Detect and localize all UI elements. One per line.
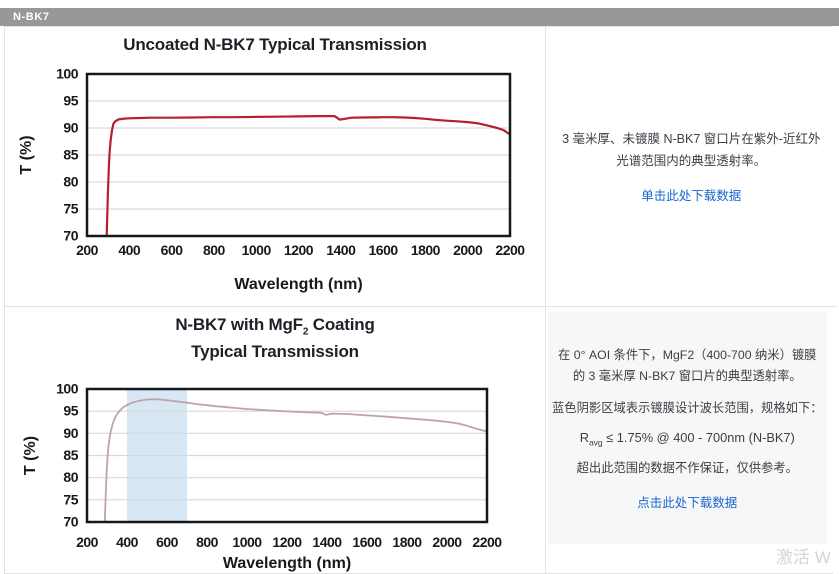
svg-text:1000: 1000 <box>232 534 262 550</box>
svg-text:95: 95 <box>63 403 78 419</box>
svg-text:T (%): T (%) <box>22 436 39 475</box>
coated-chart-title: N-BK7 with MgF2 Coating Typical Transmis… <box>5 315 545 362</box>
svg-text:1600: 1600 <box>352 534 382 550</box>
spec-subscript: avg <box>588 437 603 448</box>
svg-text:Wavelength (nm): Wavelength (nm) <box>234 276 362 293</box>
svg-text:75: 75 <box>63 201 78 217</box>
coated-title-line2: Typical Transmission <box>191 342 359 362</box>
svg-text:1200: 1200 <box>272 534 302 550</box>
svg-text:400: 400 <box>116 534 139 550</box>
svg-text:1400: 1400 <box>312 534 342 550</box>
uncoated-info-cell: 3 毫米厚、未镀膜 N-BK7 窗口片在紫外-近红外光谱范围内的典型透射率。 单… <box>546 27 837 307</box>
coated-disclaimer: 超出此范围的数据不作保证，仅供参考。 <box>576 461 798 476</box>
uncoated-chart-cell: Uncoated N-BK7 Typical Transmission 70 75… <box>5 27 546 307</box>
svg-text:1000: 1000 <box>242 242 272 258</box>
svg-text:95: 95 <box>63 93 78 109</box>
coated-shaded-note: 蓝色阴影区域表示镀膜设计波长范围，规格如下： <box>552 400 823 415</box>
uncoated-description: 3 毫米厚、未镀膜 N-BK7 窗口片在紫外-近红外光谱范围内的典型透射率。 <box>562 132 821 168</box>
svg-text:100: 100 <box>56 66 79 82</box>
uncoated-transmission-chart: 70 75 80 85 90 95 100 200 400 600 800 1000 1200 1400 1… <box>18 66 526 294</box>
svg-text:85: 85 <box>63 147 78 163</box>
svg-text:1600: 1600 <box>369 242 399 258</box>
coating-spec: Ravg ≤ 1.75% @ 400 - 700nm (N-BK7) <box>580 430 795 448</box>
svg-text:85: 85 <box>63 447 78 463</box>
coated-title-pre: N-BK7 with MgF <box>175 315 303 334</box>
svg-text:80: 80 <box>63 470 78 486</box>
svg-text:1400: 1400 <box>326 242 356 258</box>
coated-description: 在 0° AOI 条件下，MgF2（400-700 纳米）镀膜的 3 毫米厚 N… <box>558 347 817 383</box>
svg-text:1800: 1800 <box>392 534 422 550</box>
svg-text:2000: 2000 <box>453 242 483 258</box>
uncoated-chart-title: Uncoated N-BK7 Typical Transmission <box>123 35 427 54</box>
uncoated-download-link[interactable]: 单击此处下载数据 <box>641 188 742 203</box>
svg-text:1200: 1200 <box>284 242 314 258</box>
coated-title-post: Coating <box>308 315 375 334</box>
svg-text:800: 800 <box>203 242 226 258</box>
svg-text:100: 100 <box>56 381 79 397</box>
svg-text:90: 90 <box>63 120 78 136</box>
coated-chart-cell: N-BK7 with MgF2 Coating Typical Transmis… <box>5 307 546 573</box>
coated-info-box: 在 0° AOI 条件下，MgF2（400-700 纳米）镀膜的 3 毫米厚 N… <box>548 312 827 544</box>
svg-text:90: 90 <box>63 425 78 441</box>
svg-text:600: 600 <box>156 534 179 550</box>
coated-transmission-chart: 70 75 80 85 90 95 100 200 400 600 800 1000 1200 1400 1… <box>22 381 503 573</box>
svg-text:600: 600 <box>161 242 184 258</box>
material-tab-bar: N-BK7 <box>0 8 839 26</box>
svg-text:1800: 1800 <box>411 242 441 258</box>
content-table: Uncoated N-BK7 Typical Transmission 70 75… <box>4 26 837 574</box>
tab-nbk7[interactable]: N-BK7 <box>13 11 50 23</box>
coated-download-link[interactable]: 点击此处下载数据 <box>637 496 738 511</box>
svg-text:75: 75 <box>63 492 78 508</box>
svg-text:800: 800 <box>196 534 219 550</box>
coated-title-sub: 2 <box>302 326 309 338</box>
svg-text:80: 80 <box>63 174 78 190</box>
svg-text:200: 200 <box>76 534 99 550</box>
spec-symbol: R <box>579 429 589 445</box>
windows-activation-watermark: 激活 W <box>776 548 831 567</box>
svg-text:T (%): T (%) <box>18 135 35 174</box>
coated-info-cell: 在 0° AOI 条件下，MgF2（400-700 纳米）镀膜的 3 毫米厚 N… <box>546 307 837 573</box>
svg-text:200: 200 <box>76 242 99 258</box>
svg-text:2000: 2000 <box>432 534 462 550</box>
svg-text:Wavelength (nm): Wavelength (nm) <box>223 555 351 572</box>
svg-text:70: 70 <box>63 228 78 244</box>
spec-value: ≤ 1.75% @ 400 - 700nm (N-BK7) <box>602 429 795 445</box>
svg-text:400: 400 <box>118 242 141 258</box>
svg-text:2200: 2200 <box>495 242 525 258</box>
svg-text:70: 70 <box>63 514 78 530</box>
svg-text:2200: 2200 <box>472 534 502 550</box>
